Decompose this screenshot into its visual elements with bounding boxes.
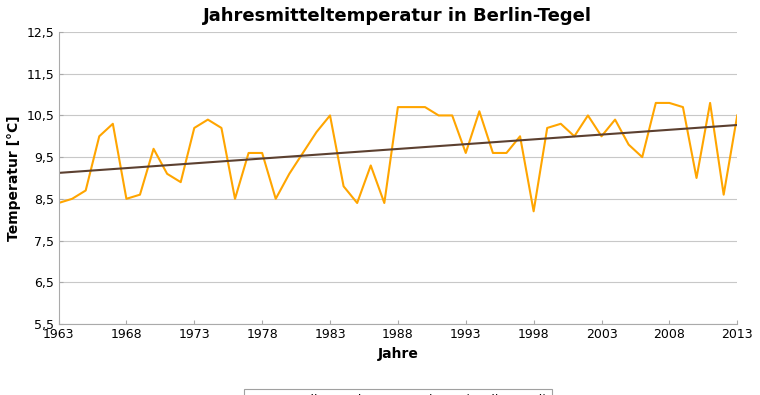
Linear (Berlin-Tegel): [502, 139, 511, 144]
Title: Jahresmitteltemperatur in Berlin-Tegel: Jahresmitteltemperatur in Berlin-Tegel: [204, 7, 592, 25]
Linear (Berlin-Tegel): [203, 160, 212, 165]
Linear (Berlin-Tegel): [258, 156, 267, 161]
Berlin-Tegel: [271, 196, 280, 201]
Linear (Berlin-Tegel): [733, 122, 742, 127]
Y-axis label: Temperatur [°C]: Temperatur [°C]: [7, 115, 21, 241]
Berlin-Tegel: [651, 101, 660, 105]
Linear (Berlin-Tegel): [719, 124, 728, 128]
Line: Linear (Berlin-Tegel): Linear (Berlin-Tegel): [59, 125, 737, 173]
Berlin-Tegel: [203, 117, 212, 122]
Linear (Berlin-Tegel): [54, 171, 63, 175]
Berlin-Tegel: [719, 192, 728, 197]
Berlin-Tegel: [258, 150, 267, 155]
Line: Berlin-Tegel: Berlin-Tegel: [59, 103, 737, 211]
Linear (Berlin-Tegel): [543, 136, 552, 141]
Linear (Berlin-Tegel): [271, 155, 280, 160]
Berlin-Tegel: [54, 201, 63, 205]
Legend: Berlin-Tegel, Linear (Berlin-Tegel): Berlin-Tegel, Linear (Berlin-Tegel): [243, 389, 553, 395]
Berlin-Tegel: [529, 209, 538, 214]
Berlin-Tegel: [556, 121, 565, 126]
X-axis label: Jahre: Jahre: [378, 347, 418, 361]
Berlin-Tegel: [733, 113, 742, 118]
Berlin-Tegel: [502, 150, 511, 155]
